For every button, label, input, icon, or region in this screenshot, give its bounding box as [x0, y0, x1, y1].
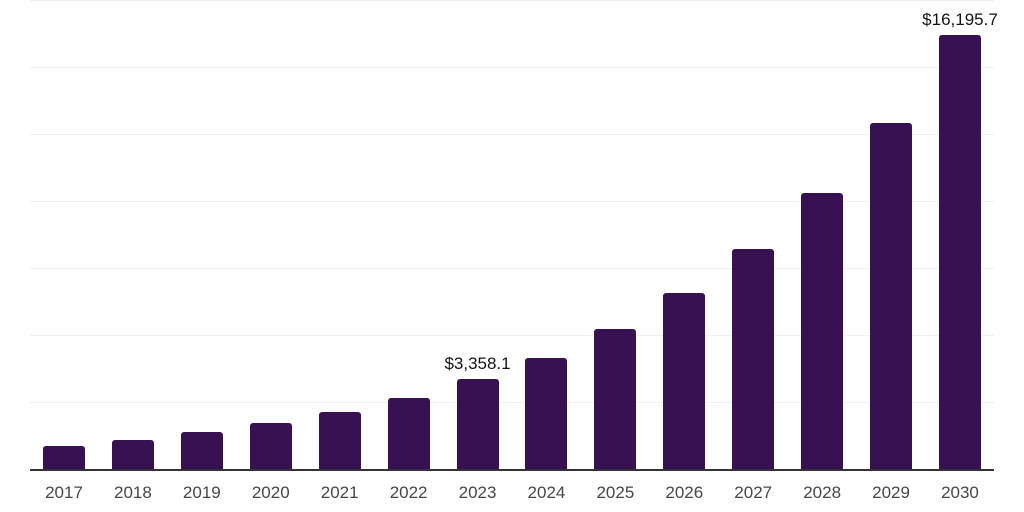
bar-column-2030: $16,195.7 2030	[922, 0, 998, 502]
bar-2021	[318, 412, 361, 469]
plot-area: 2017 2018 2019 2020 2021 2022 $3,358.1 2023 2024…	[30, 0, 998, 502]
x-axis-label-2021: 2021	[320, 483, 359, 502]
bar-value-label-2030: $16,195.7	[922, 10, 998, 29]
bar-2028	[801, 193, 844, 469]
x-axis-label-2030: 2030	[941, 483, 979, 502]
gridline	[30, 201, 994, 202]
bar-2020	[249, 423, 292, 469]
bar-2017	[43, 446, 85, 469]
bar-column-2028: 2028	[801, 0, 844, 502]
bar-column-2019: 2019	[180, 0, 223, 502]
x-axis-label-2025: 2025	[596, 483, 635, 502]
gridline	[30, 402, 994, 403]
x-axis-label-2028: 2028	[803, 483, 842, 502]
x-axis-label-2019: 2019	[182, 483, 221, 502]
bar-column-2024: 2024	[525, 0, 568, 502]
bar-column-2026: 2026	[663, 0, 706, 502]
x-axis-label-2026: 2026	[665, 483, 704, 502]
bars-row: 2017 2018 2019 2020 2021 2022 $3,358.1 2023 2024…	[30, 0, 998, 502]
bar-column-2025: 2025	[594, 0, 637, 502]
bar-column-2018: 2018	[111, 0, 154, 502]
bar-column-2022: 2022	[387, 0, 430, 502]
x-axis-label-2017: 2017	[45, 483, 83, 502]
x-axis-label-2022: 2022	[389, 483, 428, 502]
bar-2025	[594, 328, 637, 469]
bar-2019	[180, 432, 223, 469]
bar-column-2027: 2027	[732, 0, 775, 502]
gridline	[30, 0, 994, 1]
bar-column-2029: 2029	[870, 0, 913, 502]
bar-column-2023: $3,358.1 2023	[444, 0, 510, 502]
bar-2026	[663, 292, 706, 469]
bar-column-2021: 2021	[318, 0, 361, 502]
bar-2024	[525, 357, 568, 469]
bar-column-2017: 2017	[43, 0, 85, 502]
gridline	[30, 67, 994, 68]
x-axis-label-2018: 2018	[114, 483, 152, 502]
bar-column-2020: 2020	[249, 0, 292, 502]
bar-2030	[938, 35, 981, 469]
gridline	[30, 335, 994, 336]
bar-2029	[870, 123, 913, 469]
x-axis-label-2024: 2024	[527, 483, 566, 502]
gridline	[30, 268, 994, 269]
bar-2023	[456, 379, 499, 469]
bar-2018	[111, 440, 154, 469]
x-axis-label-2020: 2020	[251, 483, 290, 502]
bar-2027	[732, 249, 775, 469]
bar-2022	[387, 398, 430, 469]
x-axis-label-2023: 2023	[458, 483, 497, 502]
x-axis-label-2029: 2029	[872, 483, 910, 502]
gridline	[30, 134, 994, 135]
x-axis-label-2027: 2027	[734, 483, 773, 502]
bar-value-label-2023: $3,358.1	[444, 354, 511, 373]
